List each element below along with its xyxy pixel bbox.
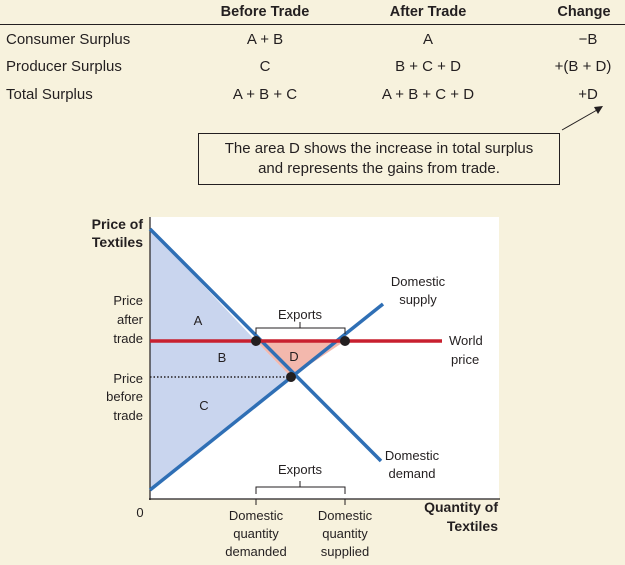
world-price-label-2: price <box>451 352 479 367</box>
supply-label-1: Domestic <box>391 274 446 289</box>
supply-label-2: supply <box>399 292 437 307</box>
header-rule <box>0 24 625 25</box>
row-label-consumer-surplus: Consumer Surplus <box>6 31 131 48</box>
header-after-trade: After Trade <box>389 4 467 20</box>
y-axis-title-line2: Textiles <box>92 234 143 250</box>
exports-top-label: Exports <box>278 307 323 322</box>
cell-consumer-before: A + B <box>246 31 284 48</box>
cell-total-change: +D <box>578 86 598 103</box>
surplus-table: Before Trade After Trade Change Consumer… <box>0 0 625 112</box>
x-axis-title-line2: Textiles <box>447 518 498 534</box>
price-after-label-2: after <box>117 312 144 327</box>
qs-label-3: supplied <box>321 544 369 559</box>
cell-total-before: A + B + C <box>232 86 298 103</box>
demand-label-2: demand <box>389 466 436 481</box>
area-c-label: C <box>199 398 208 413</box>
demand-curve <box>148 227 383 463</box>
demand-label-1: Domestic <box>385 448 440 463</box>
qd-label-2: quantity <box>233 526 279 541</box>
cell-consumer-after: A <box>422 31 434 48</box>
x-axis-title-line1: Quantity of <box>424 499 498 515</box>
price-before-label-2: before <box>106 389 143 404</box>
world-price-label-1: World <box>449 333 483 348</box>
qd-label-3: demanded <box>225 544 286 559</box>
price-after-label-1: Price <box>113 293 143 308</box>
row-label-total-surplus: Total Surplus <box>6 86 93 103</box>
y-axis-title-line1: Price of <box>92 216 144 232</box>
callout-arrow-head <box>594 106 603 114</box>
row-label-producer-surplus: Producer Surplus <box>6 58 122 75</box>
qs-label-1: Domestic <box>318 508 373 523</box>
exports-bottom-label: Exports <box>278 462 323 477</box>
cell-producer-after: B + C + D <box>395 58 461 75</box>
callout-arrow-line <box>561 109 598 131</box>
header-change: Change <box>557 4 611 20</box>
cell-producer-change: +(B + D) <box>554 58 612 75</box>
gains-callout: The area D shows the increase in total s… <box>198 133 560 185</box>
area-b-label: B <box>218 350 227 365</box>
cell-consumer-change: −B <box>578 31 598 48</box>
qd-label-1: Domestic <box>229 508 284 523</box>
qs-label-2: quantity <box>322 526 368 541</box>
cell-producer-before: C <box>259 58 271 75</box>
origin-label: 0 <box>136 505 143 520</box>
point-domestic-equilibrium <box>286 372 296 382</box>
price-before-label-3: trade <box>113 408 143 423</box>
header-before-trade: Before Trade <box>220 4 310 20</box>
surplus-region-abc <box>150 229 291 490</box>
area-d-label: D <box>289 349 298 364</box>
price-before-label-1: Price <box>113 371 143 386</box>
cell-total-after: A + B + C + D <box>381 86 475 103</box>
point-quantity-demanded <box>251 336 261 346</box>
supply-curve <box>148 302 385 492</box>
price-after-label-3: trade <box>113 331 143 346</box>
callout-line-2: and represents the gains from trade. <box>258 160 500 177</box>
callout-line-1: The area D shows the increase in total s… <box>224 140 534 157</box>
area-a-label: A <box>194 313 203 328</box>
point-quantity-supplied <box>340 336 350 346</box>
